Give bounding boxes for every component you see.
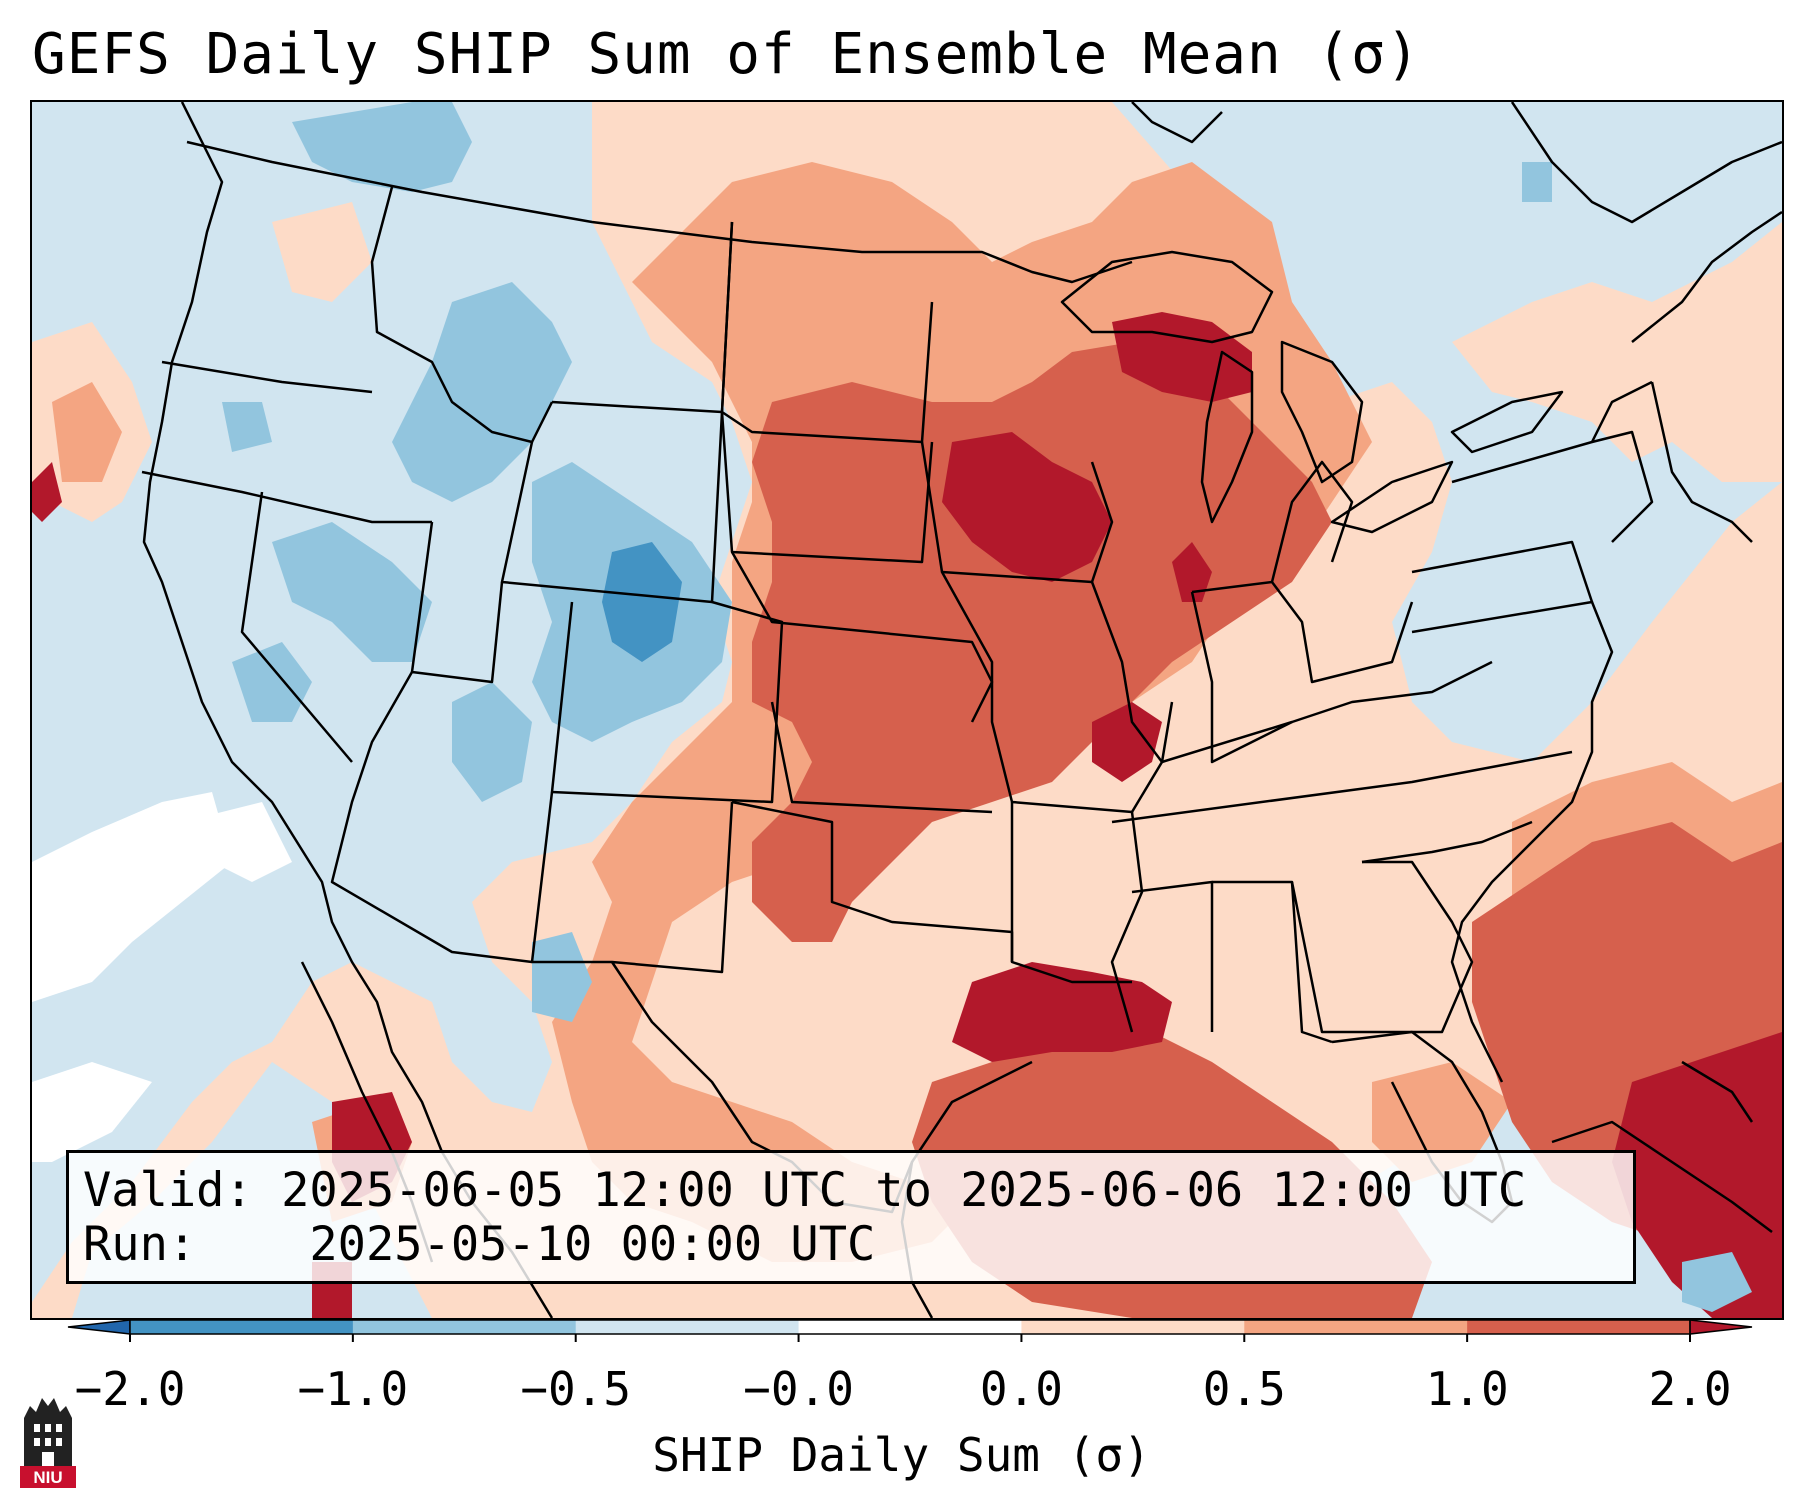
colorbar-segment: [798, 1320, 1022, 1334]
colorbar-segment: [130, 1320, 354, 1334]
run-time-line: Run: 2025-05-10 00:00 UTC: [83, 1217, 875, 1272]
colorbar-segment: [1021, 1320, 1245, 1334]
run-label: Run:: [83, 1217, 197, 1272]
colorbar-tick-label: 0.5: [1202, 1362, 1286, 1416]
colorbar-segment: [575, 1320, 800, 1334]
run-value: 2025-05-10 00:00 UTC: [309, 1217, 876, 1272]
colorbar-extend-low: [67, 1319, 131, 1335]
valid-run-info-box: Valid: 2025-06-05 12:00 UTC to 2025-06-0…: [66, 1150, 1636, 1284]
ship-anomaly-map: [32, 102, 1782, 1318]
university-tower-icon: NIU: [20, 1398, 76, 1488]
anomaly-strongly-negative: [602, 542, 682, 662]
anomaly-negative: [222, 102, 1752, 1312]
colorbar-segment: [1244, 1320, 1468, 1334]
colorbar-tick-label: −1.0: [297, 1362, 409, 1416]
colorbar-segment: [1467, 1320, 1691, 1334]
map-title: GEFS Daily SHIP Sum of Ensemble Mean (σ): [32, 22, 1421, 87]
colorbar-tick-label: 1.0: [1425, 1362, 1509, 1416]
colorbar-tick-label: −0.0: [743, 1362, 854, 1416]
colorbar-tick-label: 0.0: [979, 1362, 1063, 1416]
colorbar-extend-high: [1689, 1319, 1753, 1335]
map-panel: [30, 100, 1784, 1320]
svg-text:NIU: NIU: [33, 1468, 62, 1487]
colorbar-tick-label: 2.0: [1648, 1362, 1732, 1416]
valid-time-line: Valid: 2025-06-05 12:00 UTC to 2025-06-0…: [83, 1163, 1526, 1218]
colorbar-segment: [352, 1320, 577, 1334]
colorbar: [67, 1319, 1753, 1342]
valid-value: 2025-06-05 12:00 UTC to 2025-06-06 12:00…: [281, 1163, 1527, 1218]
colorbar-outline: [129, 1319, 1691, 1335]
valid-label: Valid:: [83, 1163, 253, 1218]
anomaly-near-zero-pacific: [32, 792, 292, 1162]
colorbar-tick-label: −0.5: [520, 1362, 632, 1416]
colorbar-tick-label: −2.0: [74, 1362, 186, 1416]
colorbar-label: SHIP Daily Sum (σ): [652, 1428, 1151, 1482]
